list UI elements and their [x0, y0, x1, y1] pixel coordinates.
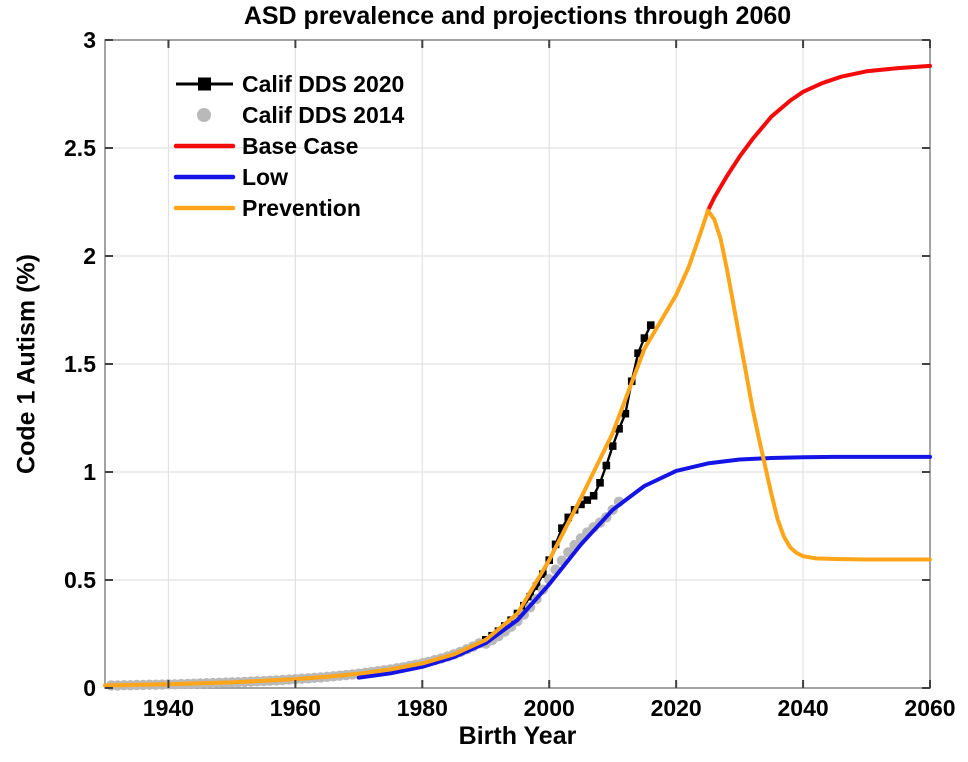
x-tick-label: 2060: [904, 695, 955, 721]
chart-title: ASD prevalence and projections through 2…: [243, 2, 792, 30]
axis-ticks: [105, 39, 931, 689]
x-tick-labels: 1940 1960 1980 2000 2020 2040 2060: [143, 695, 956, 721]
square-marker: [589, 491, 598, 500]
series-calif-dds-2014-markers: [106, 496, 625, 691]
legend-square-marker: [198, 77, 211, 91]
square-marker: [583, 496, 592, 504]
y-tick-label: 0: [83, 675, 96, 701]
gridlines: [105, 40, 930, 688]
legend-item-calif-dds-2014: Calif DDS 2014: [197, 102, 405, 128]
square-marker: [532, 582, 541, 591]
square-marker: [596, 479, 604, 487]
legend-item-base-case: Base Case: [173, 133, 358, 159]
square-marker: [602, 461, 611, 470]
square-marker: [564, 513, 573, 522]
x-tick-label: 2020: [651, 695, 702, 721]
square-marker: [608, 442, 617, 450]
x-tick-label: 1940: [143, 695, 194, 721]
square-marker: [577, 500, 585, 509]
x-tick-label: 1980: [397, 695, 448, 721]
legend-label: Prevention: [242, 195, 361, 221]
square-marker: [640, 334, 649, 342]
square-marker: [634, 349, 642, 357]
y-tick-label: 2.5: [64, 135, 96, 161]
series-low-line: [356, 454, 932, 680]
legend-label: Calif DDS 2014: [242, 102, 405, 128]
legend-item-low: Low: [173, 164, 288, 190]
y-tick-label: 1: [83, 459, 96, 485]
legend-item-prevention: Prevention: [173, 195, 361, 221]
square-marker: [615, 425, 623, 433]
square-marker: [646, 321, 655, 329]
y-tick-label: 3: [83, 27, 96, 53]
series-prevention-line: [103, 208, 932, 688]
square-marker: [558, 524, 566, 532]
legend-label: Calif DDS 2020: [242, 71, 404, 97]
x-tick-label: 1960: [270, 695, 321, 721]
square-marker: [621, 409, 630, 418]
y-tick-label: 0.5: [64, 567, 96, 593]
y-tick-labels: 0 0.5 1 1.5 2 2.5 3: [64, 27, 96, 701]
series-calif-dds-2020-line: [110, 323, 652, 687]
legend-label: Low: [242, 164, 288, 190]
x-axis-label: Birth Year: [458, 722, 577, 750]
square-marker: [526, 592, 534, 601]
y-tick-label: 1.5: [64, 351, 96, 377]
legend-item-calif-dds-2020: Calif DDS 2020: [176, 71, 404, 97]
x-tick-label: 2000: [524, 695, 575, 721]
legend-circle-marker: [197, 108, 211, 122]
series-calif-dds-2020-markers: [107, 321, 655, 690]
legend: Calif DDS 2020 Calif DDS 2014 Base Case Low…: [173, 71, 405, 221]
legend-label: Base Case: [242, 133, 358, 159]
series-group: [103, 63, 932, 691]
y-tick-label: 2: [83, 243, 96, 269]
series-base-case-line: [705, 63, 932, 213]
x-tick-label: 2040: [777, 695, 828, 721]
